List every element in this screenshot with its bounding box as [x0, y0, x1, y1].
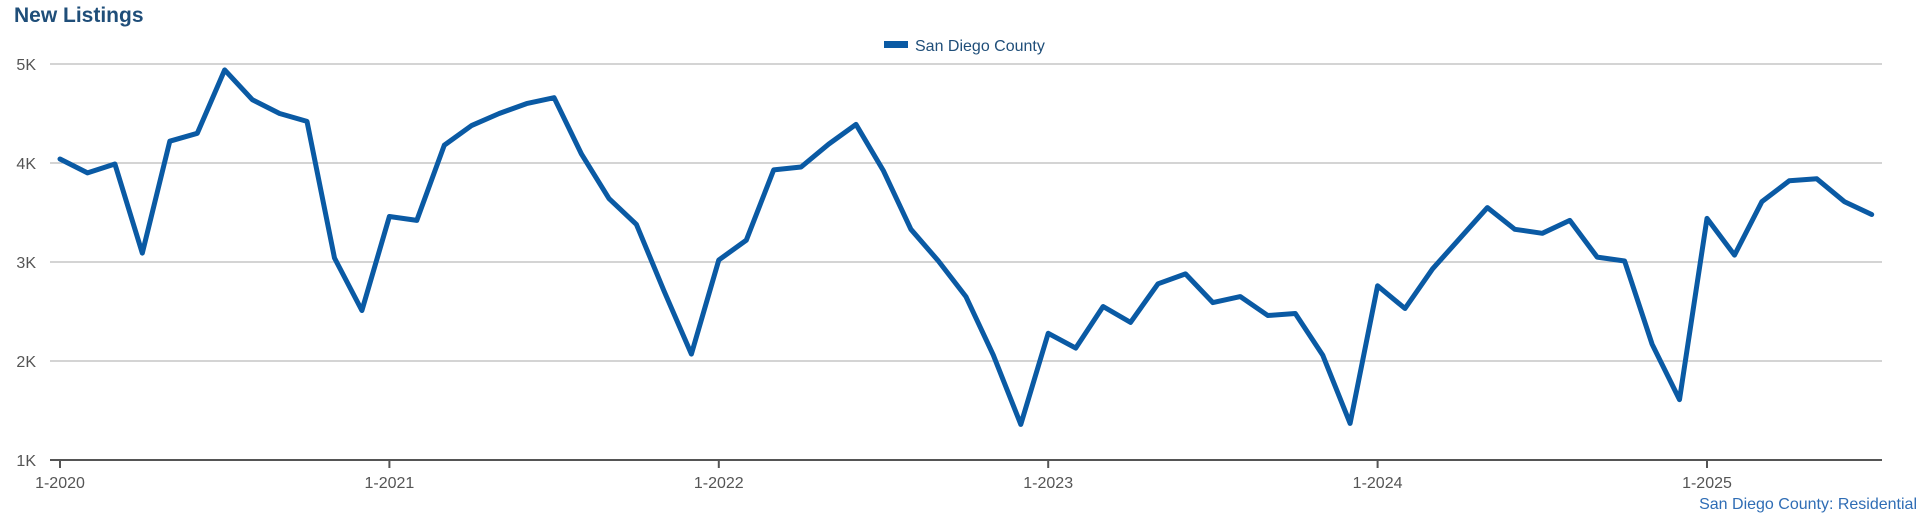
y-tick-label: 3K [16, 255, 36, 272]
x-tick-label: 1-2021 [364, 475, 414, 492]
x-tick-label: 1-2022 [694, 475, 744, 492]
grid-lines [50, 63, 1882, 362]
y-tick-label: 5K [16, 57, 36, 74]
x-axis [50, 459, 1882, 468]
x-axis-labels: 1-2020 1-2021 1-2022 1-2023 1-2024 1-2025 [35, 475, 1732, 492]
x-tick-label: 1-2020 [35, 475, 85, 492]
legend-label: San Diego County [915, 38, 1045, 55]
series-line [57, 67, 1875, 427]
y-axis-labels: 1K 2K 3K 4K 5K [16, 57, 36, 470]
legend-swatch [884, 41, 908, 48]
x-tick-label: 1-2023 [1023, 475, 1073, 492]
source-footnote: San Diego County: Residential [1699, 496, 1917, 513]
series-layer [57, 67, 1875, 427]
legend: San Diego County [884, 38, 1045, 55]
y-tick-label: 4K [16, 156, 36, 173]
y-tick-label: 1K [16, 453, 36, 470]
x-tick-label: 1-2024 [1353, 475, 1403, 492]
chart-title: New Listings [14, 4, 144, 27]
x-tick-label: 1-2025 [1682, 475, 1732, 492]
y-tick-label: 2K [16, 354, 36, 371]
